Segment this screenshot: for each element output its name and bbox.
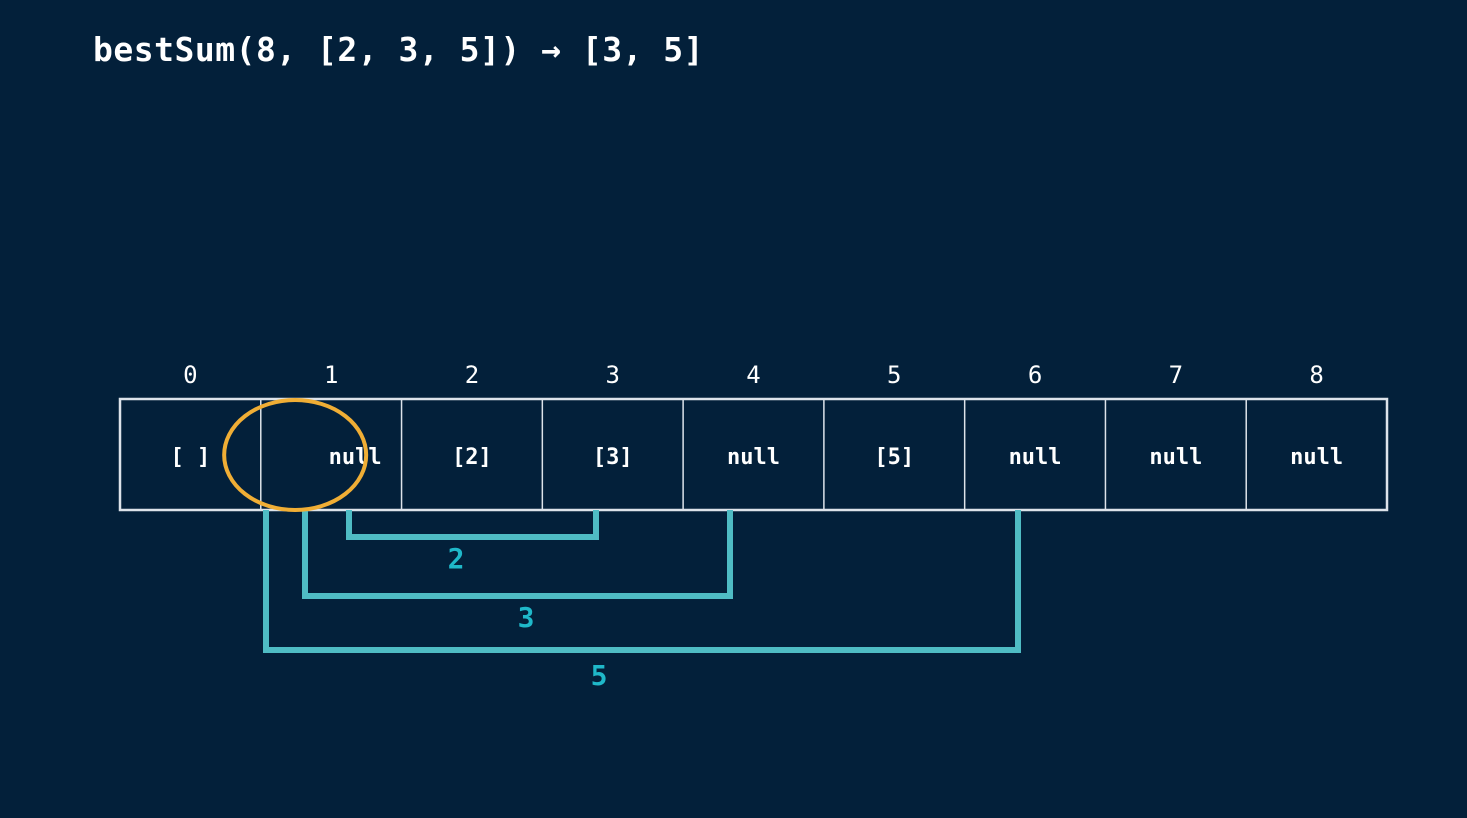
- index-label: 7: [1169, 361, 1183, 389]
- index-label: 8: [1309, 361, 1323, 389]
- cell-value: null: [1149, 445, 1202, 470]
- index-label: 4: [746, 361, 760, 389]
- index-label: 6: [1028, 361, 1042, 389]
- jump-bracket: [346, 510, 599, 540]
- cell-value: null: [329, 445, 382, 470]
- jump-connectors: 2 3 5: [263, 510, 1021, 692]
- cell-value: [3]: [593, 445, 633, 470]
- highlight-circle: [222, 398, 369, 512]
- index-label: 0: [183, 361, 197, 389]
- cell-value: [ ]: [171, 445, 211, 470]
- cell-value: null: [1290, 445, 1343, 470]
- cell-value: null: [1009, 445, 1062, 470]
- jump-bracket: [263, 510, 1021, 653]
- cell-value: [5]: [874, 445, 914, 470]
- cell-value: [2]: [452, 445, 492, 470]
- jump-label: 3: [518, 601, 535, 634]
- jump-label: 5: [591, 659, 608, 692]
- index-label: 3: [605, 361, 619, 389]
- cell-value: null: [727, 445, 780, 470]
- index-label: 1: [324, 361, 338, 389]
- jump-bracket: [302, 510, 733, 599]
- current-cell-highlight: [222, 398, 369, 512]
- jump-label: 2: [448, 542, 465, 575]
- index-label: 5: [887, 361, 901, 389]
- table-grid: [118, 397, 1389, 512]
- table-border: [118, 397, 1389, 512]
- cell-values: [ ] null [2] [3] null [5] null null null: [171, 445, 1344, 470]
- index-labels: 0 1 2 3 4 5 6 7 8: [183, 361, 1324, 389]
- page-title: bestSum(8, [2, 3, 5]) → [3, 5]: [93, 30, 705, 69]
- index-label: 2: [465, 361, 479, 389]
